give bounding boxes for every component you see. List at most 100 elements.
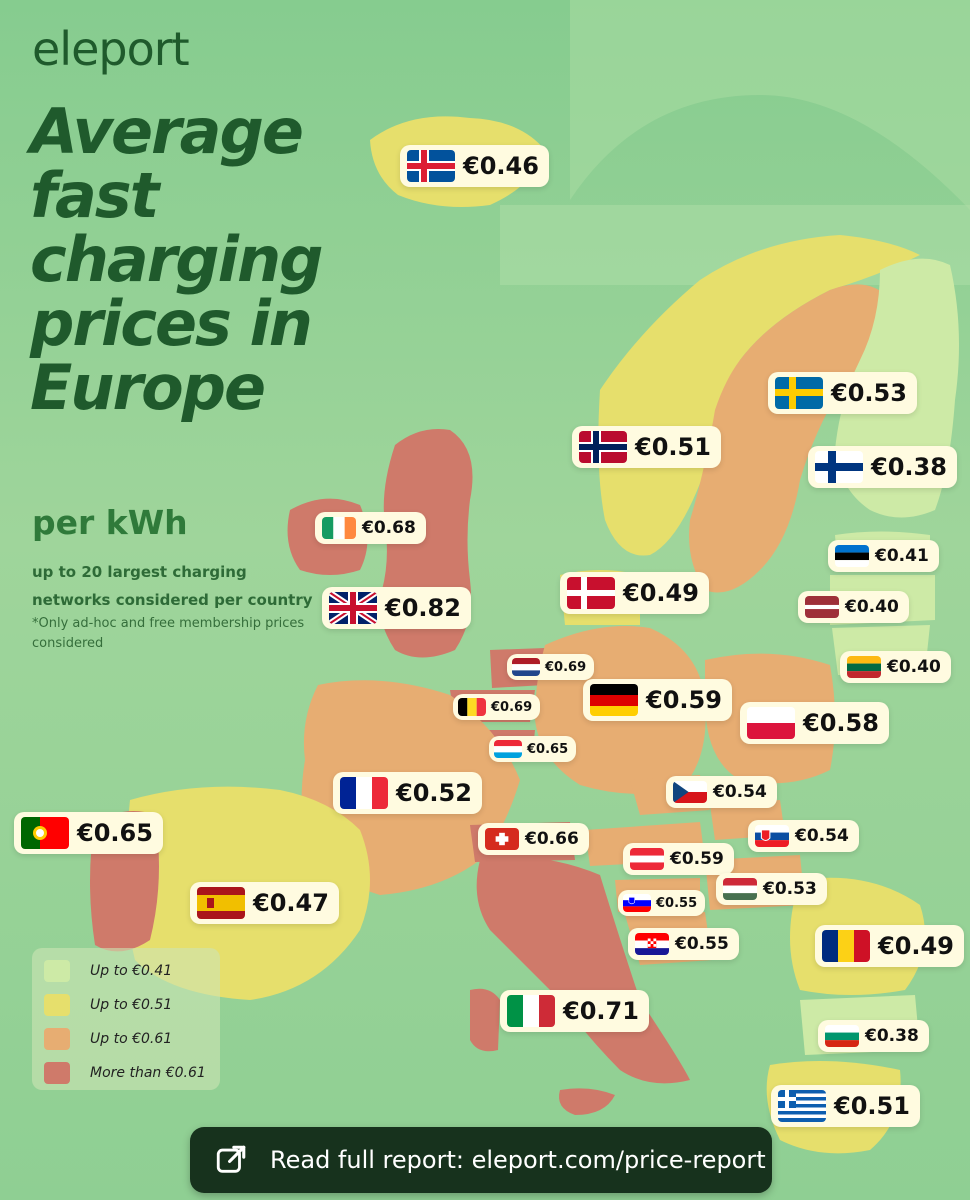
- price-label: €0.40: [887, 657, 941, 677]
- country-badge-sweden: €0.53: [768, 372, 917, 414]
- price-label: €0.82: [385, 594, 461, 622]
- price-label: €0.58: [803, 709, 879, 737]
- norway-region: [598, 235, 920, 556]
- price-label: €0.59: [646, 686, 722, 714]
- price-label: €0.66: [525, 829, 579, 849]
- price-label: €0.51: [635, 433, 711, 461]
- country-badge-austria: €0.59: [623, 843, 734, 875]
- price-label: €0.49: [878, 932, 954, 960]
- greece-flag-icon: [778, 1090, 826, 1122]
- country-badge-ireland: €0.68: [315, 512, 426, 544]
- price-label: €0.65: [77, 819, 153, 847]
- country-badge-hungary: €0.53: [716, 873, 827, 905]
- switzerland-flag-icon: [485, 828, 519, 850]
- price-label: €0.47: [253, 889, 329, 917]
- price-label: €0.59: [670, 849, 724, 869]
- legend-swatch: [44, 1028, 70, 1050]
- austria-flag-icon: [630, 848, 664, 870]
- spain-flag-icon: [197, 887, 245, 919]
- finland-flag-icon: [815, 451, 863, 483]
- price-label: €0.49: [623, 579, 699, 607]
- country-badge-france: €0.52: [333, 772, 482, 814]
- country-badge-greece: €0.51: [771, 1085, 920, 1127]
- country-badge-luxembourg: €0.65: [489, 736, 577, 762]
- price-label: €0.46: [463, 152, 539, 180]
- norway-flag-icon: [579, 431, 627, 463]
- denmark-flag-icon: [567, 577, 615, 609]
- sardinia-region: [470, 988, 500, 1052]
- legend-label: Up to €0.51: [90, 997, 173, 1013]
- belgium-flag-icon: [458, 698, 486, 716]
- country-badge-italy: €0.71: [500, 990, 649, 1032]
- legend-swatch: [44, 994, 70, 1016]
- external-link-icon: [216, 1145, 246, 1173]
- country-badge-denmark: €0.49: [560, 572, 709, 614]
- price-label: €0.52: [396, 779, 472, 807]
- price-label: €0.53: [763, 879, 817, 899]
- methodology-note: up to 20 largest charging networks consi…: [32, 563, 313, 609]
- slovenia-flag-icon: [623, 894, 651, 912]
- country-badge-spain: €0.47: [190, 882, 339, 924]
- price-label: €0.40: [845, 597, 899, 617]
- iceland-flag-icon: [407, 150, 455, 182]
- legend-swatch: [44, 960, 70, 982]
- price-label: €0.69: [545, 659, 587, 675]
- legend-label: Up to €0.41: [90, 963, 173, 979]
- croatia-flag-icon: [635, 933, 669, 955]
- price-label: €0.53: [831, 379, 907, 407]
- legend-label: More than €0.61: [90, 1065, 206, 1081]
- country-badge-slovenia: €0.55: [618, 890, 706, 916]
- price-label: €0.54: [713, 782, 767, 802]
- legend-item: Up to €0.41: [44, 960, 172, 982]
- latvia-flag-icon: [805, 596, 839, 618]
- price-label: €0.65: [527, 741, 569, 757]
- country-badge-poland: €0.58: [740, 702, 889, 744]
- country-badge-czechia: €0.54: [666, 776, 777, 808]
- lithuania-flag-icon: [847, 656, 881, 678]
- price-label: €0.54: [795, 826, 849, 846]
- sweden-flag-icon: [775, 377, 823, 409]
- hungary-flag-icon: [723, 878, 757, 900]
- czechia-flag-icon: [673, 781, 707, 803]
- country-badge-finland: €0.38: [808, 446, 957, 488]
- brand-logo: eleport: [32, 22, 190, 76]
- read-report-label: Read full report: eleport.com/price-repo…: [270, 1146, 766, 1174]
- bulgaria-flag-icon: [825, 1025, 859, 1047]
- country-badge-norway: €0.51: [572, 426, 721, 468]
- price-label: €0.55: [675, 934, 729, 954]
- legend-swatch: [44, 1062, 70, 1084]
- sicily-region: [559, 1088, 615, 1115]
- country-badge-lithuania: €0.40: [840, 651, 951, 683]
- country-badge-croatia: €0.55: [628, 928, 739, 960]
- country-badge-belgium: €0.69: [453, 694, 541, 720]
- price-label: €0.71: [563, 997, 639, 1025]
- estonia-flag-icon: [835, 545, 869, 567]
- page-title: Average fast charging prices in Europe: [30, 95, 323, 424]
- country-badge-germany: €0.59: [583, 679, 732, 721]
- legend-label: Up to €0.61: [90, 1031, 173, 1047]
- price-label: €0.68: [362, 518, 416, 538]
- slovakia-flag-icon: [755, 825, 789, 847]
- country-badge-netherlands: €0.69: [507, 654, 595, 680]
- country-badge-united-kingdom: €0.82: [322, 587, 471, 629]
- country-badge-iceland: €0.46: [400, 145, 549, 187]
- brand-background-shape: [570, 0, 970, 210]
- legend-item: Up to €0.51: [44, 994, 172, 1016]
- price-label: €0.55: [656, 895, 698, 911]
- map-legend: Up to €0.41 Up to €0.51 Up to €0.61 More…: [32, 948, 220, 1090]
- country-badge-latvia: €0.40: [798, 591, 909, 623]
- uk-flag-icon: [329, 592, 377, 624]
- price-label: €0.38: [871, 453, 947, 481]
- price-label: €0.51: [834, 1092, 910, 1120]
- page-subtitle: per kWh: [32, 503, 188, 542]
- country-badge-estonia: €0.41: [828, 540, 939, 572]
- luxembourg-flag-icon: [494, 740, 522, 758]
- price-label: €0.41: [875, 546, 929, 566]
- romania-flag-icon: [822, 930, 870, 962]
- netherlands-flag-icon: [512, 658, 540, 676]
- read-report-button[interactable]: Read full report: eleport.com/price-repo…: [190, 1127, 772, 1193]
- country-badge-portugal: €0.65: [14, 812, 163, 854]
- poland-flag-icon: [747, 707, 795, 739]
- sweden-region: [689, 284, 890, 593]
- legend-item: More than €0.61: [44, 1062, 206, 1084]
